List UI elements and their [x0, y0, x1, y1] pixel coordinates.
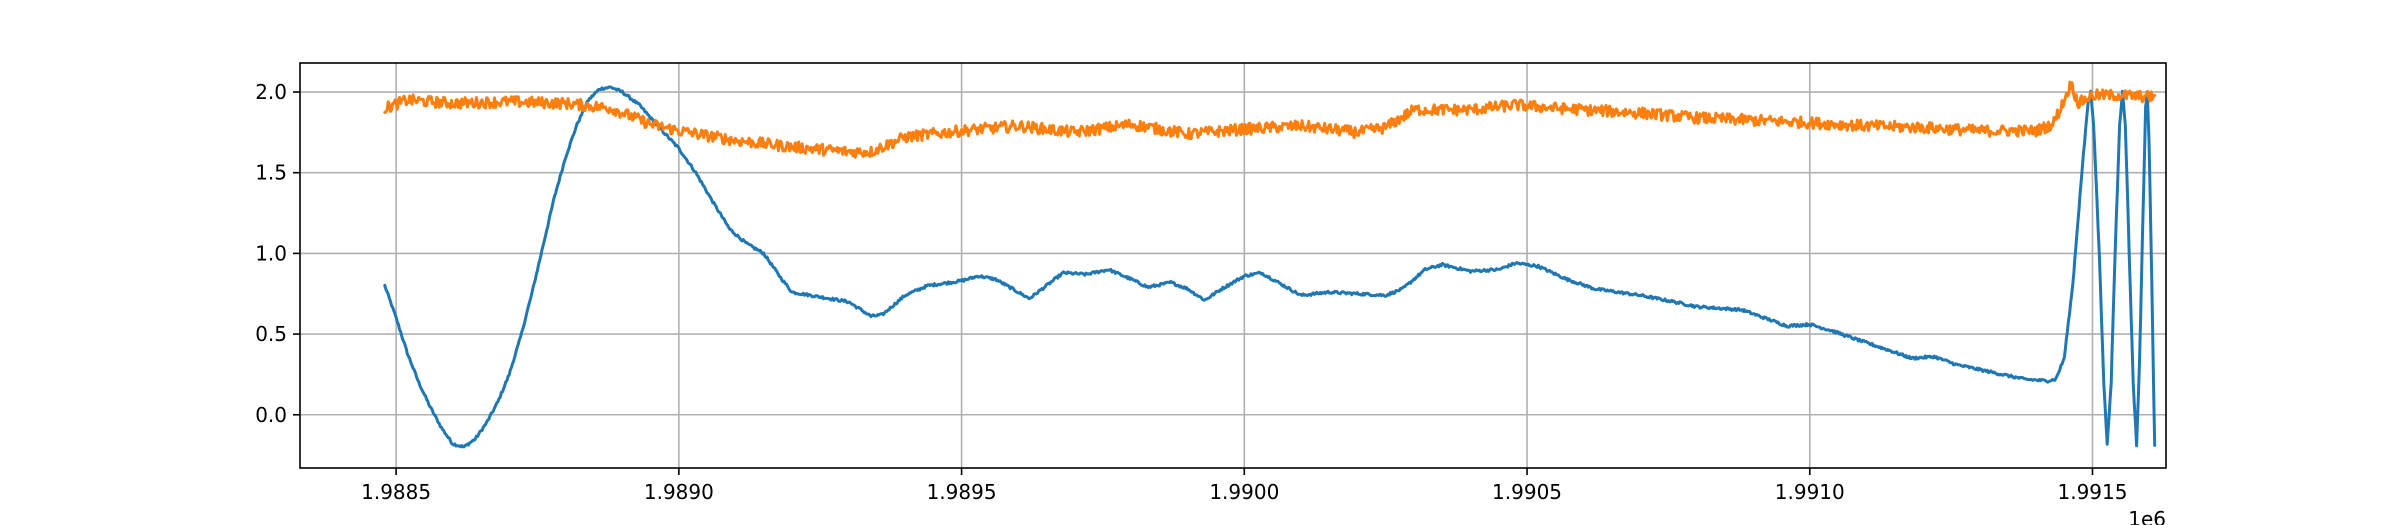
y-tick-label: 1.5 [255, 161, 287, 185]
x-tick-label: 1.9885 [361, 480, 431, 504]
x-offset-label: 1e6 [2128, 507, 2166, 525]
series-line-1 [383, 85, 2157, 449]
x-tick-label: 1.9895 [927, 480, 997, 504]
y-tick-label: 0.0 [255, 403, 287, 427]
x-tick-label: 1.9890 [644, 480, 714, 504]
x-tick-label: 1.9900 [1209, 480, 1279, 504]
y-tick-label: 0.5 [255, 322, 287, 346]
series-group [383, 80, 2157, 449]
series-line-2 [383, 80, 2157, 159]
x-tick-label: 1.9905 [1492, 480, 1562, 504]
x-tick-label: 1.9910 [1775, 480, 1845, 504]
y-axis: 0.0 0.5 1.0 1.5 2.0 [255, 80, 300, 427]
plot-frame [299, 62, 2167, 469]
y-tick-label: 2.0 [255, 80, 287, 104]
y-tick-label: 1.0 [255, 241, 287, 265]
x-axis: 1.9885 1.9890 1.9895 1.9900 1.9905 1.9910 1.99… [361, 468, 2127, 504]
x-tick-label: 1.9915 [2057, 480, 2127, 504]
